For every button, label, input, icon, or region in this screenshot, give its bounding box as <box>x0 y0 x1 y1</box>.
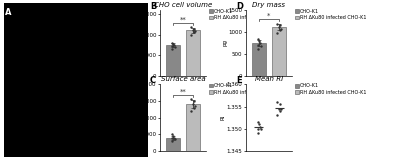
Point <box>168 45 175 47</box>
Point <box>188 26 194 28</box>
Bar <box>272 27 286 76</box>
Point <box>192 30 198 33</box>
Legend: CHO-K1, RH ΔKu80 infected CHO-K1: CHO-K1, RH ΔKu80 infected CHO-K1 <box>209 9 281 20</box>
Point <box>276 107 283 110</box>
Text: A: A <box>6 8 12 17</box>
Point <box>170 135 176 137</box>
Point <box>170 136 177 139</box>
Point <box>191 31 198 34</box>
Point <box>168 137 175 140</box>
Point <box>274 114 281 117</box>
Point <box>188 98 194 101</box>
Point <box>190 29 197 32</box>
Point <box>278 107 284 110</box>
Point <box>191 100 197 102</box>
Point <box>254 43 261 46</box>
Bar <box>252 43 266 76</box>
Point <box>256 125 263 128</box>
Legend: CHO-K1, RH ΔKu80 infected CHO-K1: CHO-K1, RH ΔKu80 infected CHO-K1 <box>209 83 281 95</box>
Text: E: E <box>236 76 242 85</box>
Point <box>254 121 261 123</box>
Point <box>192 105 198 107</box>
Bar <box>166 45 180 76</box>
Point <box>277 24 283 26</box>
Point <box>256 39 262 42</box>
Point <box>277 103 283 106</box>
Bar <box>166 138 180 151</box>
Point <box>170 42 176 45</box>
Point <box>276 26 283 29</box>
Point <box>190 103 197 106</box>
Text: B: B <box>150 2 156 10</box>
Point <box>188 110 195 112</box>
Point <box>256 123 262 126</box>
Point <box>277 110 284 112</box>
Title: CHO cell volume: CHO cell volume <box>154 2 212 8</box>
Point <box>169 140 176 142</box>
Point <box>274 101 280 103</box>
Y-axis label: µm³: µm³ <box>132 37 138 48</box>
Title: Surface area: Surface area <box>161 76 205 83</box>
Point <box>254 128 261 130</box>
Point <box>171 138 178 141</box>
Point <box>170 44 177 46</box>
Bar <box>186 30 200 76</box>
Point <box>168 133 175 136</box>
Point <box>254 38 261 40</box>
Y-axis label: pg: pg <box>222 39 227 46</box>
Point <box>255 47 262 50</box>
Point <box>188 33 195 36</box>
Text: **: ** <box>180 89 186 95</box>
Y-axis label: RI: RI <box>220 115 225 120</box>
Legend: CHO-K1, RH ΔKu80 infected CHO-K1: CHO-K1, RH ΔKu80 infected CHO-K1 <box>295 9 367 20</box>
Point <box>168 41 175 44</box>
Point <box>278 28 284 30</box>
Point <box>256 42 263 44</box>
Point <box>257 45 264 47</box>
Point <box>191 106 198 109</box>
Title: Dry mass: Dry mass <box>252 2 286 8</box>
Point <box>257 128 264 130</box>
Text: *: * <box>267 13 271 19</box>
Point <box>191 28 197 30</box>
Point <box>255 132 262 135</box>
Title: Mean RI: Mean RI <box>255 76 283 83</box>
Point <box>169 48 176 50</box>
Text: C: C <box>150 76 156 85</box>
Text: **: ** <box>180 16 186 22</box>
Y-axis label: µm²: µm² <box>132 112 138 123</box>
Text: D: D <box>236 2 243 10</box>
Bar <box>186 104 200 151</box>
Legend: CHO-K1, RH ΔKu80 infected CHO-K1: CHO-K1, RH ΔKu80 infected CHO-K1 <box>295 83 367 95</box>
Point <box>171 46 178 48</box>
Point <box>277 28 284 31</box>
Point <box>274 23 280 25</box>
Point <box>274 31 281 34</box>
